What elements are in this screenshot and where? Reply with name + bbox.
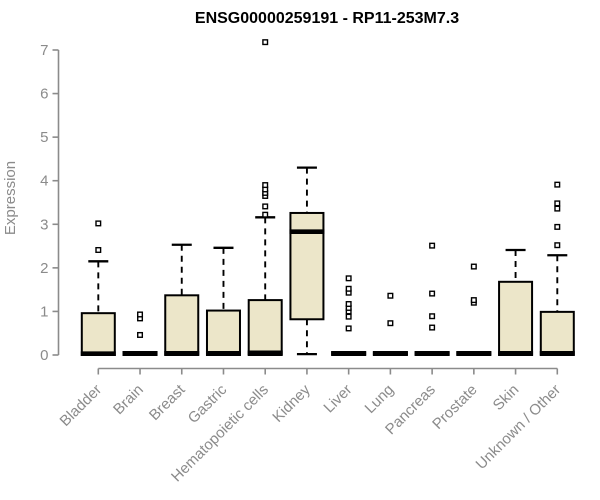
outlier-point (429, 290, 436, 297)
box-group (539, 181, 575, 357)
box-iqr (205, 309, 241, 356)
box-iqr (164, 294, 200, 356)
chart-title: ENSG00000259191 - RP11-253M7.3 (195, 10, 459, 27)
outlier-point (429, 324, 436, 331)
x-category-label: Kidney (269, 381, 314, 426)
outlier-point (554, 181, 561, 188)
box-group (247, 39, 283, 357)
outlier-point (554, 242, 561, 249)
y-tick-label: 3 (40, 216, 48, 233)
y-tick-label: 2 (40, 260, 48, 277)
y-axis-label: Expression (2, 161, 19, 235)
outlier-point (470, 263, 477, 270)
box-group (456, 263, 492, 356)
y-tick-label: 0 (40, 347, 48, 364)
outlier-point (262, 203, 269, 210)
x-category-label: Brain (110, 381, 147, 418)
outlier-point (262, 211, 269, 218)
box-group (80, 220, 116, 356)
box-group (205, 246, 241, 356)
x-category-label: Lung (362, 381, 398, 417)
y-tick-label: 6 (40, 86, 48, 103)
outlier-point (95, 246, 102, 253)
x-category-label: Bladder (57, 381, 106, 430)
box-iqr (247, 299, 283, 357)
outlier-point (345, 325, 352, 332)
outlier-point (262, 39, 269, 46)
y-axis: 0 1 2 3 4 5 6 7 (40, 42, 60, 364)
box-iqr (289, 211, 325, 321)
outlier-point (387, 320, 394, 327)
box-group (414, 242, 450, 356)
outlier-point (345, 301, 352, 308)
outlier-point (137, 311, 144, 318)
outlier-point (554, 205, 561, 212)
outlier-point (345, 285, 352, 292)
box-group (498, 248, 534, 356)
outlier-point (95, 220, 102, 227)
outlier-point (345, 275, 352, 282)
box-iqr (539, 310, 575, 357)
plot-area (80, 39, 575, 357)
box-group (289, 166, 325, 356)
box-group (164, 243, 200, 356)
outlier-point (429, 242, 436, 249)
y-tick-label: 4 (40, 173, 48, 190)
box-iqr (80, 312, 116, 356)
x-category-label: Prostate (429, 381, 481, 433)
outlier-point (345, 313, 352, 320)
outlier-point (470, 297, 477, 304)
y-tick-label: 7 (40, 42, 48, 59)
box-group (331, 275, 367, 356)
outlier-point (137, 331, 144, 338)
x-category-label: Skin (490, 381, 523, 414)
outlier-point (554, 200, 561, 207)
box-iqr (498, 280, 534, 356)
outlier-point (387, 292, 394, 299)
y-tick-label: 5 (40, 129, 48, 146)
box-group (372, 292, 408, 356)
outlier-point (262, 182, 269, 189)
outlier-point (554, 223, 561, 230)
x-category-label: Liver (320, 381, 355, 416)
box-group (122, 311, 158, 356)
y-tick-label: 1 (40, 303, 48, 320)
x-category-label: Breast (146, 381, 189, 424)
outlier-point (429, 313, 436, 320)
